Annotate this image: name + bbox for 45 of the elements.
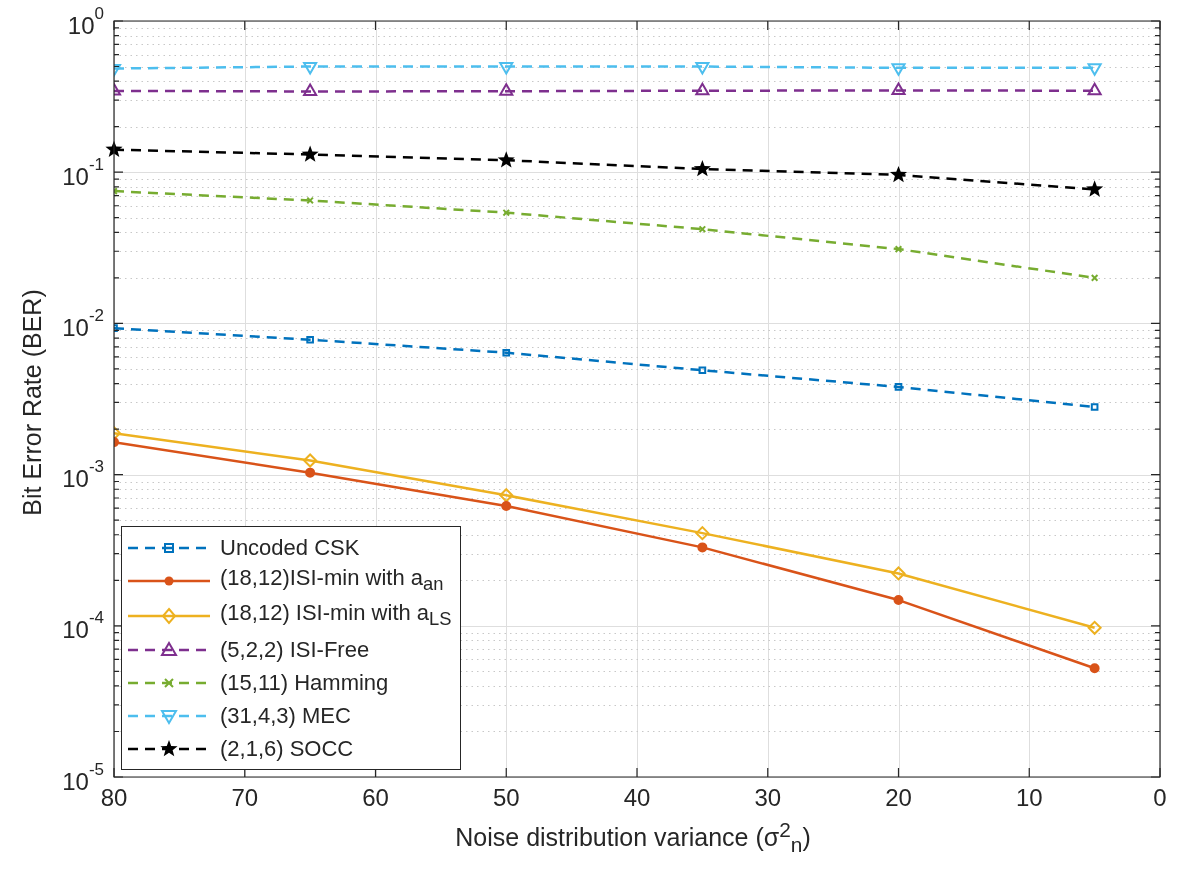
x-tick-label: 0: [1153, 783, 1167, 811]
point: [301, 145, 319, 162]
point: [502, 208, 511, 217]
point: [499, 83, 514, 96]
point: [501, 500, 512, 511]
legend-label: Uncoded CSK: [220, 533, 360, 562]
x-tick-label: 10: [1015, 783, 1043, 811]
point: [693, 160, 711, 177]
legend-label: (18,12) ISI-min with a$_{LS}$: [220, 598, 452, 631]
point: [1090, 403, 1099, 411]
legend-label: (18,12)ISI-min with a$_{an}$: [220, 564, 444, 597]
point: [303, 453, 318, 468]
point: [499, 488, 514, 503]
x-tick-label: 40: [623, 783, 651, 811]
point: [1087, 82, 1102, 96]
x-tick-label: 70: [231, 783, 259, 811]
x-tick-label: 20: [885, 783, 912, 811]
legend-label: (31,4,3) MEC: [220, 701, 351, 730]
point: [306, 335, 314, 344]
x-tick-label: 60: [362, 783, 389, 811]
legend-label: (2,1,6) SOCC: [220, 734, 354, 763]
point: [502, 348, 511, 357]
point: [697, 542, 708, 553]
point: [305, 467, 316, 478]
legend-label: (5,2,2) ISI-Free: [220, 635, 370, 664]
point: [698, 366, 707, 375]
point: [894, 383, 903, 391]
point: [306, 196, 314, 205]
point: [497, 151, 515, 168]
point: [695, 82, 710, 96]
x-tick-label: 50: [492, 783, 520, 811]
point: [891, 82, 906, 95]
y-axis-title: Bit Error Rate (BER): [17, 288, 47, 518]
point: [893, 595, 904, 606]
point: [891, 566, 906, 581]
x-axis-title: Noise distribution variance (σ$^{2}$$_{n}$): [454, 818, 812, 858]
x-tick-label: 30: [754, 783, 782, 811]
point: [1086, 180, 1104, 197]
point: [894, 245, 903, 253]
point: [889, 165, 908, 183]
point: [303, 83, 318, 96]
point: [1087, 620, 1102, 635]
point: [695, 526, 710, 541]
legend-label: (15,11) Hamming: [220, 668, 389, 697]
point: [1089, 663, 1100, 674]
